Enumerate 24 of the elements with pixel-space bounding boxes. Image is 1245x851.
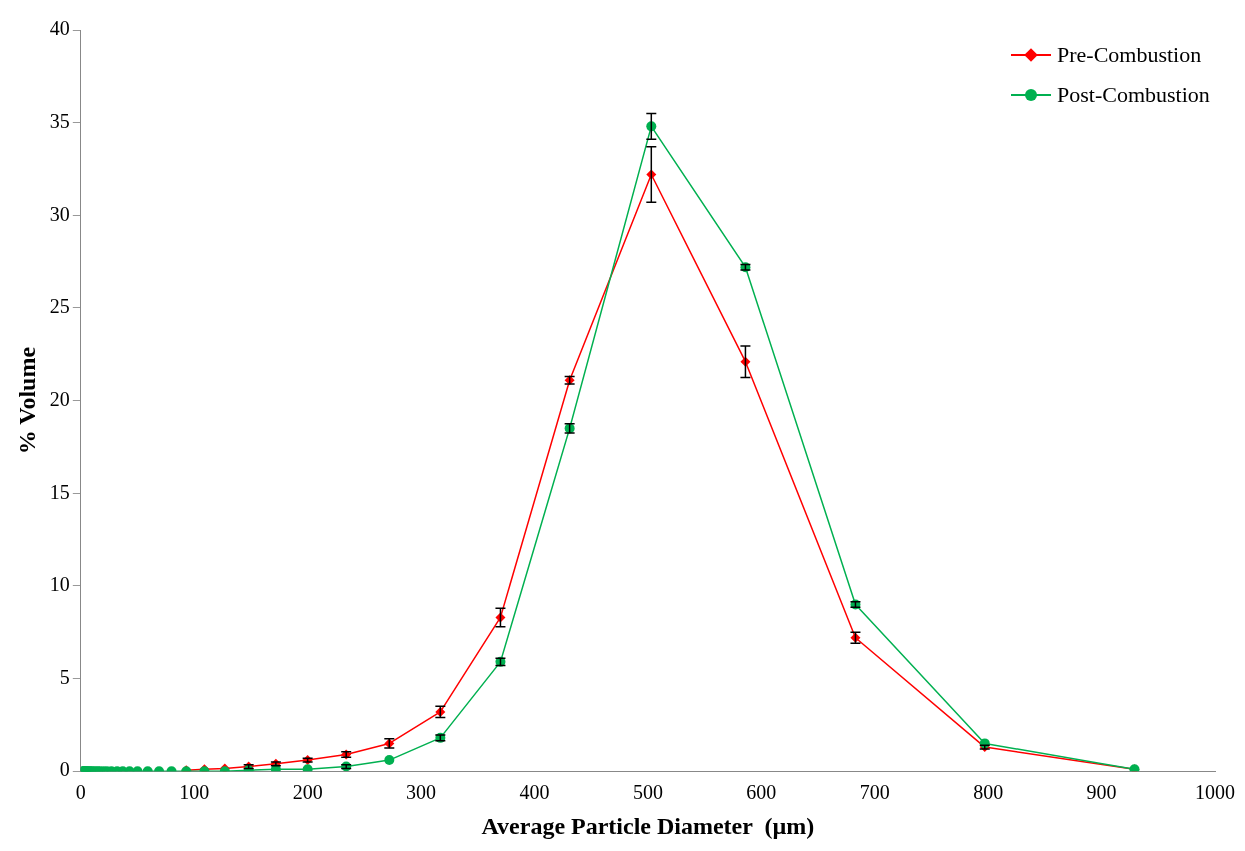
x-tick-label: 700 [859,781,890,804]
y-tick-label: 35 [49,109,70,132]
y-tick-label: 15 [49,480,70,503]
x-tick-label: 200 [292,781,323,804]
x-tick-label: 400 [519,781,550,804]
y-axis-title: % Volume [13,346,40,455]
legend-label: Pre-Combustion [1057,41,1202,69]
y-tick-label: 25 [49,295,70,318]
x-tick-label: 500 [632,781,663,804]
x-tick-label: 600 [746,781,777,804]
x-tick-label: 0 [75,781,86,804]
x-tick-label: 900 [1086,781,1117,804]
y-tick-label: 5 [59,665,70,688]
x-tick-label: 1000 [1195,781,1235,804]
y-tick-label: 40 [49,17,70,40]
x-tick-label: 100 [179,781,210,804]
legend-label: Post-Combustion [1057,81,1210,109]
y-tick-label: 30 [49,202,70,225]
y-tick-label: 0 [59,758,70,781]
y-tick-label: 20 [49,387,70,410]
x-tick-label: 800 [973,781,1004,804]
x-tick-label: 300 [406,781,437,804]
x-axis-title: Average Particle Diameter (µm) [481,812,815,839]
y-tick-label: 10 [49,573,70,596]
